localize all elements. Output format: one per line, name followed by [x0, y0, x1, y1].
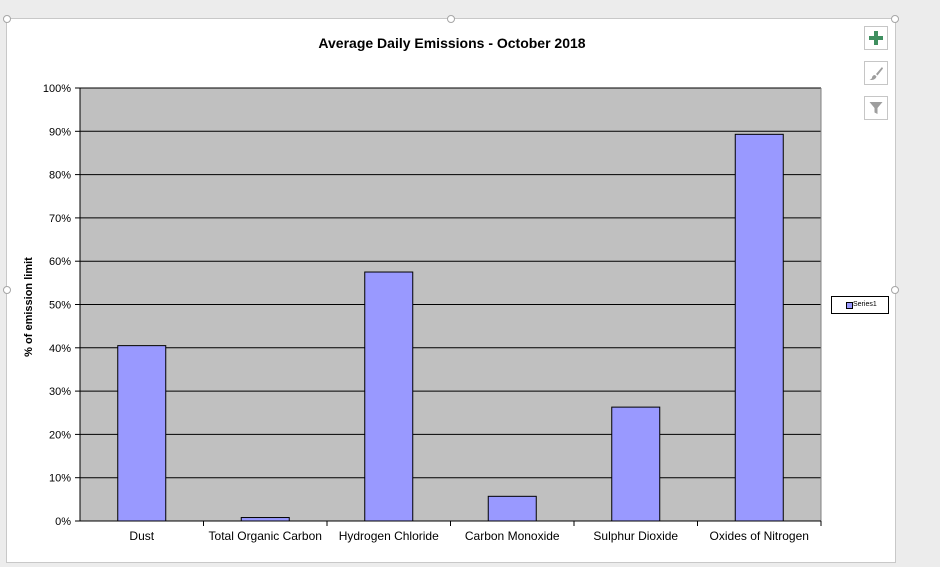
bar-sulphur-dioxide[interactable]: [611, 406, 661, 522]
y-tick-label: 40%: [49, 343, 71, 355]
y-tick-label: 0%: [55, 516, 71, 528]
y-axis-label: % of emission limit: [23, 257, 35, 357]
y-tick-label: 90%: [49, 126, 71, 138]
resize-handle-top-left[interactable]: [3, 15, 11, 23]
legend-swatch-series1: [846, 302, 853, 309]
resize-handle-top-right[interactable]: [891, 15, 899, 23]
y-tick-label: 50%: [49, 300, 71, 312]
y-tick-label: 60%: [49, 256, 71, 268]
chart-title: Average Daily Emissions - October 2018: [318, 35, 585, 51]
legend-entry-series1: Series1: [853, 301, 877, 308]
chart-filters-button[interactable]: [864, 96, 888, 120]
bar-carbon-monoxide[interactable]: [487, 495, 537, 522]
x-tick-label: Total Organic Carbon: [209, 529, 322, 543]
bar-dust[interactable]: [117, 345, 167, 522]
bar-oxides-of-nitrogen[interactable]: [734, 133, 784, 522]
resize-handle-middle-right[interactable]: [891, 286, 899, 294]
chart-styles-button[interactable]: [864, 61, 888, 85]
x-tick-label: Oxides of Nitrogen: [710, 529, 809, 543]
y-tick-label: 30%: [49, 386, 71, 398]
plus-icon: [869, 31, 883, 45]
x-tick-label: Sulphur Dioxide: [593, 529, 678, 543]
x-tick-label: Carbon Monoxide: [465, 529, 560, 543]
resize-handle-middle-left[interactable]: [3, 286, 11, 294]
bar-total-organic-carbon[interactable]: [240, 517, 290, 522]
chart-elements-button[interactable]: [864, 26, 888, 50]
bar-hydrogen-chloride[interactable]: [364, 271, 414, 522]
funnel-icon: [869, 102, 883, 114]
y-tick-label: 70%: [49, 213, 71, 225]
x-tick-label: Dust: [129, 529, 154, 543]
resize-handle-top-center[interactable]: [447, 15, 455, 23]
x-tick-label: Hydrogen Chloride: [339, 529, 439, 543]
y-tick-label: 80%: [49, 170, 71, 182]
legend[interactable]: Series1: [831, 296, 889, 314]
brush-icon: [869, 67, 883, 80]
y-tick-label: 10%: [49, 473, 71, 485]
y-tick-label: 20%: [49, 429, 71, 441]
y-tick-label: 100%: [43, 83, 71, 95]
